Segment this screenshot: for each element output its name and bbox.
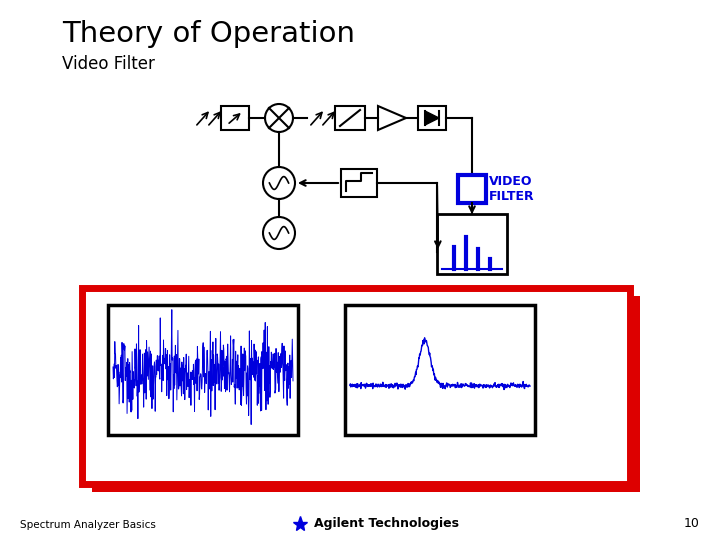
Bar xyxy=(437,214,507,274)
Text: VIDEO
FILTER: VIDEO FILTER xyxy=(489,175,535,203)
Bar xyxy=(221,106,249,130)
Text: Theory of Operation: Theory of Operation xyxy=(62,20,355,48)
Bar xyxy=(335,106,365,130)
Bar xyxy=(458,175,486,203)
Text: Agilent Technologies: Agilent Technologies xyxy=(314,517,459,530)
Bar xyxy=(418,106,446,130)
Bar xyxy=(82,288,630,484)
Bar xyxy=(341,169,377,197)
Bar xyxy=(108,305,298,435)
Bar xyxy=(92,296,640,492)
Bar xyxy=(345,305,535,435)
Text: Video Filter: Video Filter xyxy=(62,55,155,73)
Text: 10: 10 xyxy=(684,517,700,530)
Text: Spectrum Analyzer Basics: Spectrum Analyzer Basics xyxy=(20,520,156,530)
Polygon shape xyxy=(425,111,439,125)
